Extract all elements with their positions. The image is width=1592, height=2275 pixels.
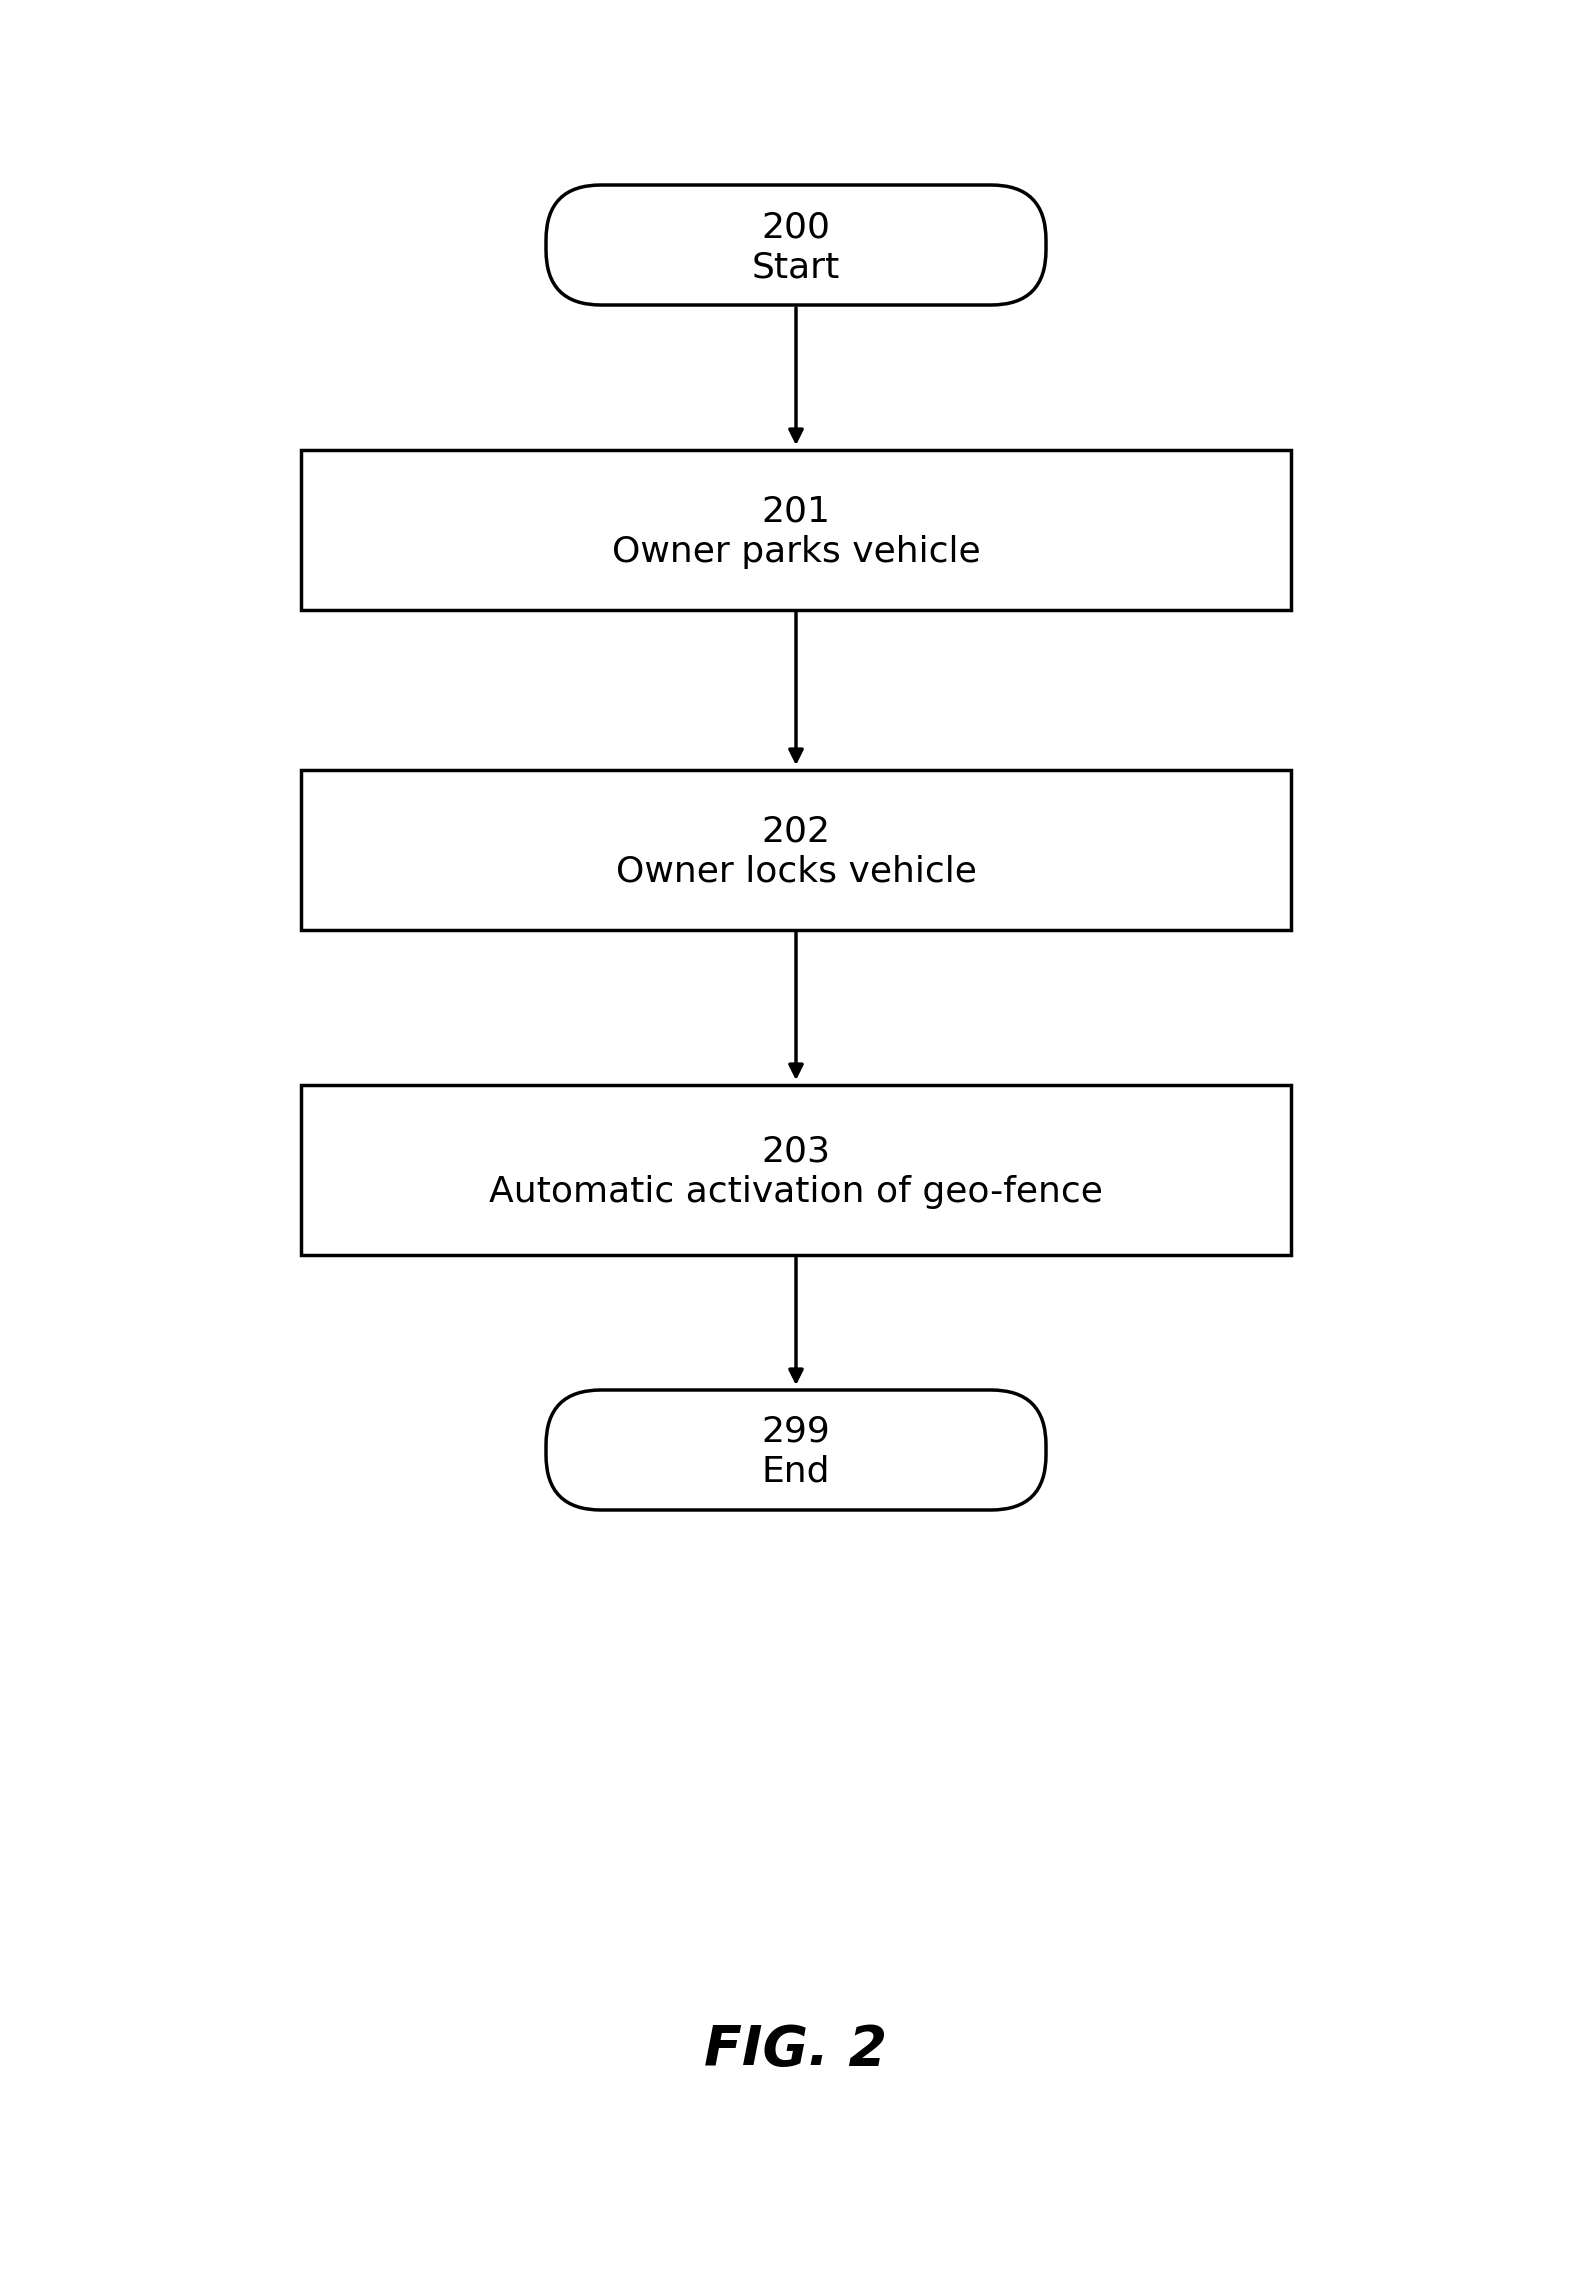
Text: Automatic activation of geo-fence: Automatic activation of geo-fence xyxy=(489,1174,1103,1208)
Text: 201: 201 xyxy=(761,496,831,530)
Text: 202: 202 xyxy=(761,814,831,849)
Text: Owner parks vehicle: Owner parks vehicle xyxy=(611,535,981,569)
Text: End: End xyxy=(761,1456,831,1490)
Text: 200: 200 xyxy=(761,209,831,243)
Bar xyxy=(301,450,1291,610)
Text: FIG. 2: FIG. 2 xyxy=(704,2022,888,2077)
FancyBboxPatch shape xyxy=(546,184,1046,305)
Text: 299: 299 xyxy=(761,1415,831,1449)
Text: Owner locks vehicle: Owner locks vehicle xyxy=(616,855,976,890)
Bar xyxy=(301,769,1291,930)
Text: Start: Start xyxy=(751,250,841,284)
FancyBboxPatch shape xyxy=(546,1390,1046,1511)
Bar xyxy=(301,1085,1291,1256)
Text: 203: 203 xyxy=(761,1135,831,1169)
